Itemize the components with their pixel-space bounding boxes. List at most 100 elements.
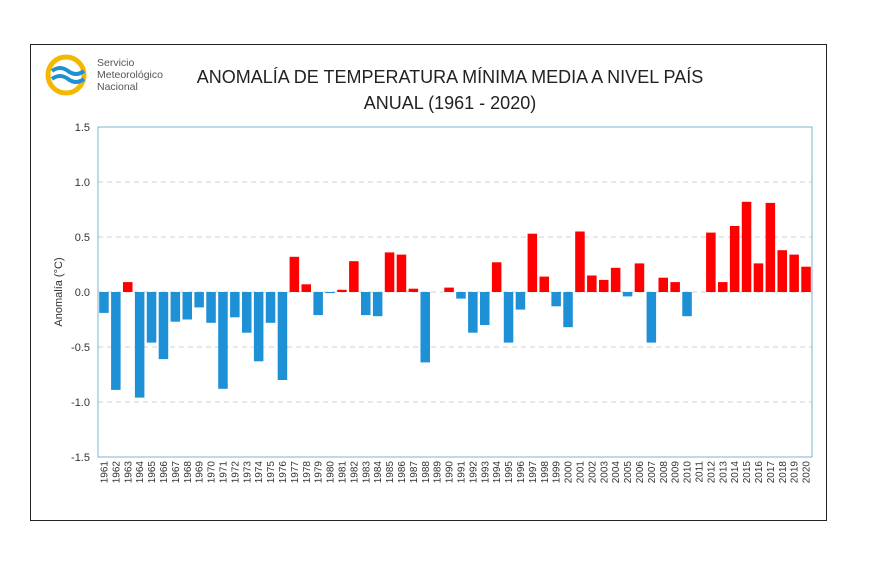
bar-1990 [444, 287, 454, 292]
bar-1999 [551, 292, 561, 307]
bar-1981 [337, 289, 347, 292]
bar-1994 [491, 262, 502, 292]
x-tick-label: 2002 [587, 461, 598, 484]
x-tick-label: 1992 [468, 461, 479, 484]
x-tick-label: 1993 [480, 461, 491, 484]
x-tick-label: 1972 [230, 461, 241, 484]
bar-1971 [218, 292, 228, 389]
bar-1963 [122, 282, 133, 292]
x-tick-label: 1985 [385, 461, 396, 484]
x-tick-label: 2009 [671, 461, 682, 484]
x-tick-label: 2020 [802, 461, 813, 484]
x-tick-label: 1973 [242, 461, 253, 484]
x-tick-label: 1991 [456, 461, 467, 484]
x-tick-label: 2005 [623, 461, 634, 484]
y-tick-label: 0.0 [75, 287, 90, 299]
bar-2019 [789, 254, 799, 292]
bar-2004 [610, 267, 621, 292]
bar-1974 [253, 292, 264, 362]
x-tick-label: 2016 [754, 461, 765, 484]
x-tick-label: 1996 [516, 461, 527, 484]
bar-1978 [301, 284, 312, 292]
x-tick-label: 2017 [766, 461, 777, 484]
x-tick-label: 2007 [647, 461, 658, 484]
x-tick-label: 2010 [683, 461, 694, 484]
x-tick-label: 1962 [111, 461, 122, 484]
x-tick-label: 2019 [790, 461, 801, 484]
chart-title-line-1: ANOMALÍA DE TEMPERATURA MÍNIMA MEDIA A N… [196, 67, 704, 87]
x-tick-label: 1981 [337, 461, 348, 484]
bar-1993 [479, 292, 490, 325]
x-tick-label: 1999 [552, 461, 563, 484]
x-tick-label: 1971 [218, 461, 229, 484]
bar-1976 [277, 292, 288, 380]
x-tick-label: 1969 [195, 461, 206, 484]
x-tick-label: 2004 [611, 461, 622, 484]
x-tick-label: 1986 [397, 461, 408, 484]
bar-1979 [313, 292, 323, 316]
x-tick-label: 1966 [159, 461, 170, 484]
x-tick-label: 1975 [266, 461, 277, 484]
bar-1965 [146, 292, 157, 343]
bar-2018 [777, 250, 788, 292]
x-tick-label: 1965 [147, 461, 158, 484]
x-tick-label: 1980 [326, 461, 337, 484]
x-tick-label: 1978 [302, 461, 313, 484]
bar-1984 [372, 292, 383, 317]
bar-2002 [587, 275, 597, 292]
bar-1992 [468, 292, 478, 333]
bar-2000 [563, 292, 573, 328]
bar-1967 [170, 292, 181, 322]
bar-1991 [456, 292, 466, 299]
x-tick-label: 1997 [528, 461, 539, 484]
x-tick-label: 1998 [540, 461, 551, 484]
y-tick-label: -0.5 [71, 342, 90, 354]
x-tick-label: 2006 [635, 461, 646, 484]
bar-1961 [99, 292, 109, 313]
bar-1985 [384, 252, 395, 292]
y-tick-label: 1.0 [75, 177, 90, 189]
bar-1980 [325, 292, 335, 294]
bar-1970 [206, 292, 216, 323]
logo-line-1: Servicio [97, 57, 135, 69]
x-tick-label: 1984 [373, 461, 384, 484]
bar-1982 [349, 261, 359, 292]
x-tick-label: 1976 [278, 461, 289, 484]
x-tick-label: 1963 [123, 461, 134, 484]
x-tick-label: 2001 [575, 461, 586, 484]
x-tick-label: 2015 [742, 461, 753, 484]
y-tick-label: -1.5 [71, 452, 90, 464]
x-tick-label: 2003 [599, 461, 610, 484]
bar-2017 [765, 202, 776, 292]
bar-1997 [527, 233, 538, 292]
x-tick-label: 1989 [433, 461, 444, 484]
y-tick-label: -1.0 [71, 397, 90, 409]
chart-title: ANOMALÍA DE TEMPERATURA MÍNIMA MEDIA A N… [190, 64, 710, 116]
x-tick-label: 1974 [254, 461, 265, 484]
x-tick-label: 1990 [445, 461, 456, 484]
x-tick-label: 1994 [492, 461, 503, 484]
logo-text: Servicio Meteorológico Nacional [97, 57, 163, 93]
x-tick-label: 2014 [730, 461, 741, 484]
bar-1972 [230, 292, 240, 318]
bar-1966 [158, 292, 169, 360]
bar-2007 [646, 292, 657, 343]
smn-logo-icon [45, 54, 87, 96]
bar-2015 [741, 201, 752, 292]
bar-1962 [111, 292, 121, 390]
bar-2013 [717, 282, 728, 292]
bar-2010 [682, 292, 692, 317]
x-tick-label: 2008 [659, 461, 670, 484]
bar-1988 [420, 292, 431, 363]
x-tick-label: 1964 [135, 461, 146, 484]
y-tick-label: 1.5 [75, 122, 90, 134]
logo-line-3: Nacional [97, 81, 138, 93]
x-tick-label: 1995 [504, 461, 515, 484]
bar-1998 [539, 276, 550, 292]
bar-2012 [706, 232, 716, 292]
x-tick-label: 2000 [564, 461, 575, 484]
bar-2020 [801, 266, 811, 292]
bar-2014 [729, 226, 740, 292]
chart-frame [30, 44, 827, 521]
